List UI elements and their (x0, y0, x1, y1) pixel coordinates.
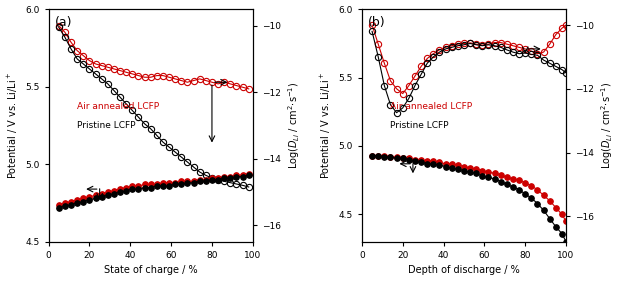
Text: (b): (b) (368, 16, 386, 29)
X-axis label: Depth of discharge / %: Depth of discharge / % (408, 266, 520, 275)
Y-axis label: Log($D_{Li}$ / cm$^2$$\cdot$s$^{-1}$): Log($D_{Li}$ / cm$^2$$\cdot$s$^{-1}$) (600, 82, 615, 169)
Text: Pristine LCFP: Pristine LCFP (77, 121, 136, 130)
Text: Air annealed LCFP: Air annealed LCFP (391, 102, 473, 111)
Y-axis label: Potential / V vs. Li/Li$^+$: Potential / V vs. Li/Li$^+$ (6, 72, 20, 179)
Y-axis label: Log($D_{Li}$ / cm$^2$$\cdot$s$^{-1}$): Log($D_{Li}$ / cm$^2$$\cdot$s$^{-1}$) (286, 82, 302, 169)
Text: Pristine LCFP: Pristine LCFP (391, 121, 449, 130)
Y-axis label: Potential / V vs. Li/Li$^+$: Potential / V vs. Li/Li$^+$ (319, 72, 333, 179)
Text: Air annealed LCFP: Air annealed LCFP (77, 102, 160, 111)
Text: (a): (a) (55, 16, 72, 29)
X-axis label: State of charge / %: State of charge / % (104, 266, 197, 275)
